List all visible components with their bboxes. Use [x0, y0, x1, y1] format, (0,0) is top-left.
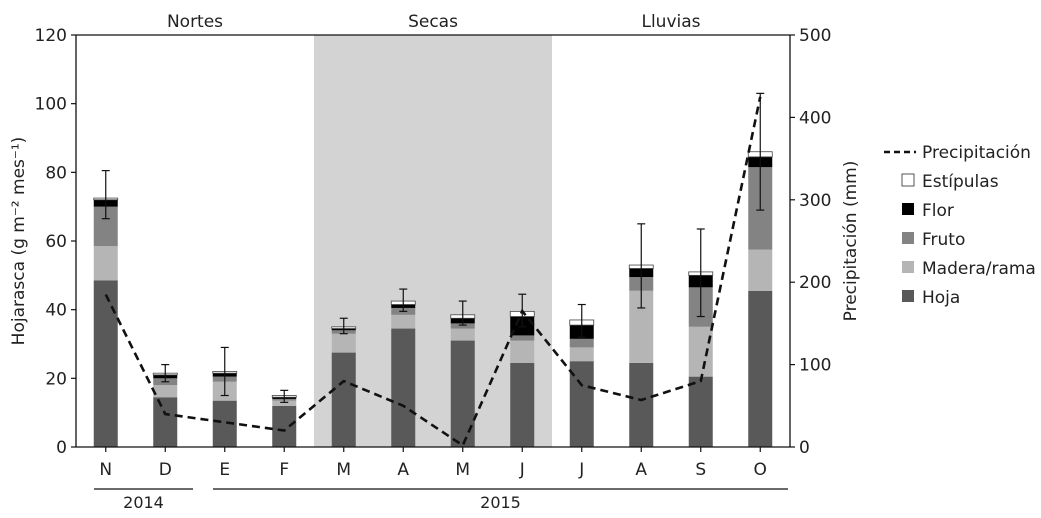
bar-segment-hoja-6 [450, 340, 475, 447]
right-tick-label-1: 100 [799, 356, 831, 376]
x-tick-label-10: S [695, 460, 706, 480]
bar-segment-madera-rama-1 [153, 385, 178, 398]
left-tick-label-0: 0 [56, 438, 67, 458]
x-tick-label-11: O [754, 460, 767, 480]
bar-segment-madera-rama-0 [93, 246, 118, 281]
right-tick-label-0: 0 [799, 438, 810, 458]
right-tick-label-2: 200 [799, 273, 831, 293]
bar-segment-fruto-8 [569, 338, 594, 348]
bar-segment-fruto-6 [450, 323, 475, 329]
x-tick-label-1: D [159, 460, 172, 480]
bar-segment-hoja-3 [272, 405, 297, 447]
year-label-0: 2014 [123, 493, 164, 512]
x-tick-label-5: A [397, 460, 409, 480]
bar-segment-hoja-9 [629, 362, 654, 447]
precipitation-line [104, 96, 762, 448]
legend-label-hoja: Hoja [922, 288, 960, 308]
legend-swatch-madera-rama [902, 261, 914, 273]
legend-label-madera-rama: Madera/rama [922, 259, 1036, 279]
bar-segment-madera-rama-10 [688, 326, 713, 377]
left-tick-label-6: 120 [35, 26, 67, 46]
legend-swatch-fruto [902, 232, 914, 244]
bar-segment-madera-rama-8 [569, 347, 594, 362]
bar-segment-madera-rama-7 [510, 340, 535, 363]
bar-segment-hoja-11 [748, 290, 773, 447]
right-tick-label-4: 400 [799, 108, 831, 128]
bar-segment-hoja-5 [391, 328, 416, 447]
x-tick-label-9: A [635, 460, 647, 480]
x-tick-label-3: F [279, 460, 289, 480]
legend-swatch-flor [902, 203, 914, 215]
left-tick-label-2: 40 [45, 301, 67, 321]
legend-swatch-hoja [902, 290, 914, 302]
x-tick-label-6: M [455, 460, 470, 480]
right-tick-label-5: 500 [799, 26, 831, 46]
x-tick-label-8: J [578, 460, 584, 480]
x-tick-label-2: E [219, 460, 230, 480]
season-label-1: Secas [408, 12, 458, 32]
bar-segment-hoja-4 [331, 352, 356, 447]
right-axis-title: Precipitación (mm) [841, 161, 861, 322]
bar-segment-hoja-0 [93, 280, 118, 447]
bar-segment-madera-rama-4 [331, 333, 356, 353]
left-axis-title: Hojarasca (g m⁻² mes⁻¹) [9, 137, 29, 346]
x-tick-label-0: N [99, 460, 112, 480]
left-tick-label-1: 20 [45, 369, 67, 389]
left-tick-label-5: 100 [35, 95, 67, 115]
bar-segment-madera-rama-5 [391, 314, 416, 329]
year-label-1: 2015 [480, 493, 521, 512]
season-label-0: Nortes [167, 12, 223, 32]
bar-segment-fruto-7 [510, 335, 535, 341]
bar-segment-hoja-7 [510, 362, 535, 447]
bar-segment-madera-rama-3 [272, 400, 297, 406]
legend-label-flor: Flor [922, 201, 954, 221]
season-label-2: Lluvias [641, 12, 700, 32]
x-tick-label-4: M [336, 460, 351, 480]
legend-label-precipitaci-n: Precipitación [922, 143, 1031, 163]
right-tick-label-3: 300 [799, 191, 831, 211]
bar-segment-madera-rama-11 [748, 249, 773, 291]
x-tick-label-7: J [519, 460, 525, 480]
left-tick-label-3: 60 [45, 232, 67, 252]
left-tick-label-4: 80 [45, 163, 67, 183]
legend-swatch-est-pulas [901, 173, 915, 187]
bar-segment-hoja-1 [153, 397, 178, 447]
legend-label-est-pulas: Estípulas [922, 172, 999, 192]
bar-segment-madera-rama-6 [450, 328, 475, 341]
legend-label-fruto: Fruto [922, 230, 965, 250]
bar-segment-hoja-10 [688, 376, 713, 447]
